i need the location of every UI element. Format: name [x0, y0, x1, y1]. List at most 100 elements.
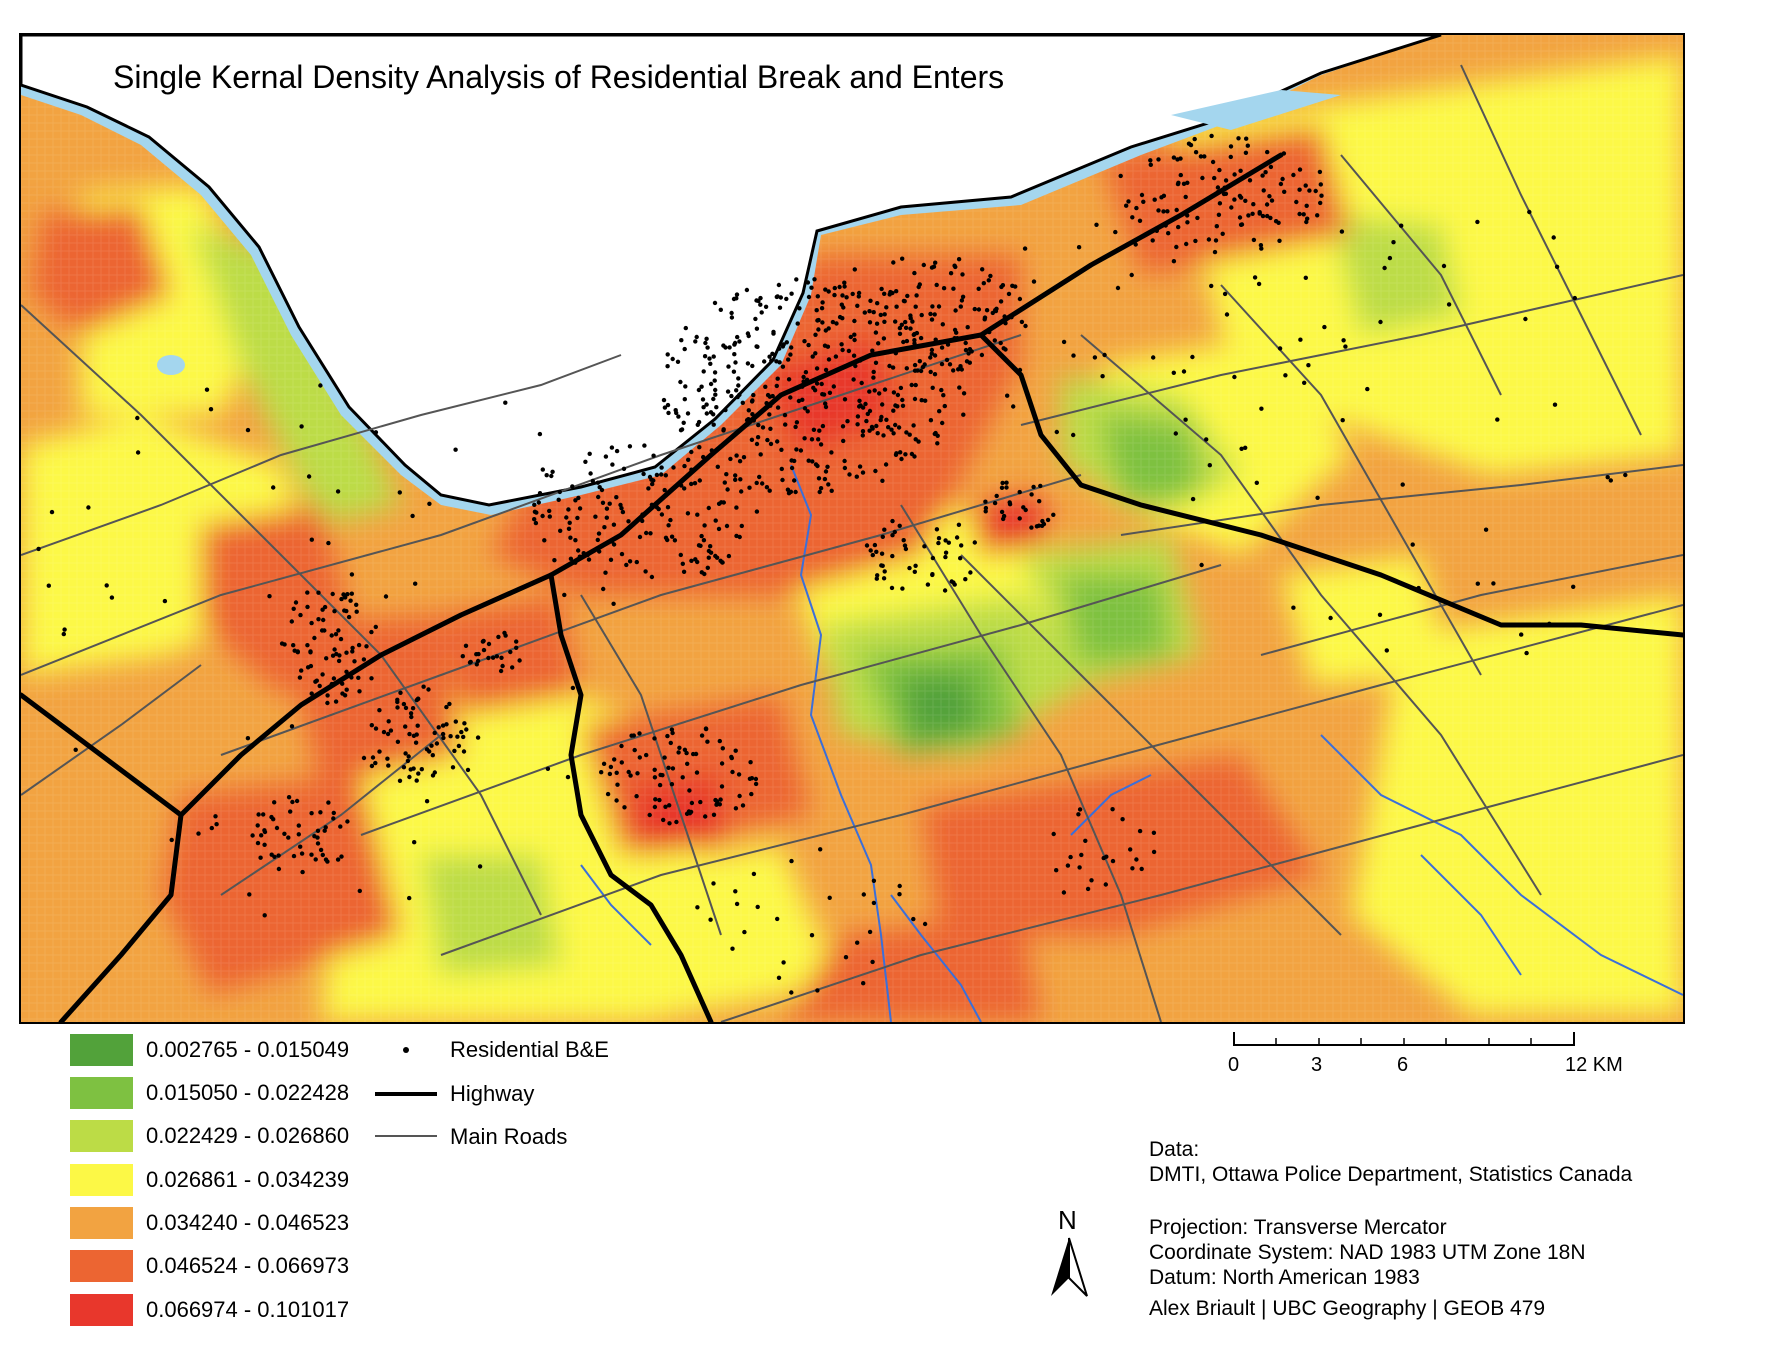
be-point	[860, 429, 866, 434]
be-point	[566, 526, 572, 531]
be-point	[707, 356, 712, 361]
be-point	[695, 905, 700, 910]
be-point	[329, 633, 334, 638]
be-point	[486, 641, 492, 647]
be-point	[800, 384, 805, 389]
be-point	[783, 422, 788, 427]
be-point	[908, 313, 913, 318]
be-point	[784, 296, 789, 302]
be-point	[634, 559, 639, 565]
be-point	[1243, 150, 1249, 155]
be-point	[912, 569, 917, 574]
be-point	[286, 835, 291, 840]
be-point	[870, 552, 875, 558]
be-point	[1061, 339, 1067, 345]
be-point	[276, 853, 281, 858]
be-point	[680, 561, 685, 566]
be-point	[1291, 605, 1296, 610]
be-point	[1110, 807, 1115, 812]
be-point	[670, 766, 676, 771]
be-point	[414, 778, 419, 783]
be-point	[763, 384, 768, 389]
be-point	[608, 764, 614, 770]
be-point	[309, 691, 314, 696]
be-point	[585, 552, 590, 558]
be-point	[679, 338, 684, 343]
be-point	[325, 700, 330, 706]
be-point	[665, 402, 671, 408]
be-point	[781, 960, 786, 965]
be-point	[410, 706, 416, 711]
be-point	[334, 651, 339, 657]
be-point	[344, 687, 349, 692]
be-point	[860, 433, 865, 438]
be-point	[711, 422, 716, 427]
be-point	[913, 563, 918, 568]
be-point	[1198, 154, 1204, 159]
be-point	[309, 811, 314, 816]
be-point	[905, 293, 910, 299]
be-point	[857, 464, 863, 469]
be-point	[1134, 205, 1139, 211]
be-point	[708, 917, 713, 922]
be-point	[1251, 237, 1257, 243]
be-point	[1258, 243, 1264, 248]
ottawa-river	[21, 35, 1683, 515]
be-point	[789, 858, 794, 864]
be-point	[814, 308, 819, 313]
be-point	[826, 289, 831, 294]
be-point	[884, 305, 889, 310]
be-point	[73, 747, 78, 752]
be-point	[426, 687, 431, 692]
be-point	[214, 822, 219, 827]
be-point	[715, 464, 720, 469]
be-point	[904, 366, 909, 371]
be-point	[288, 809, 293, 814]
be-point	[789, 291, 794, 296]
be-point	[667, 803, 672, 808]
be-point	[858, 403, 863, 408]
be-point	[775, 439, 780, 444]
be-point	[300, 869, 305, 875]
be-point	[1210, 159, 1216, 165]
be-point	[736, 772, 742, 777]
be-point	[412, 840, 417, 845]
density-map[interactable]	[21, 35, 1683, 1022]
be-point	[1151, 830, 1157, 835]
be-point	[665, 364, 670, 369]
be-point	[1192, 136, 1197, 142]
be-point	[1228, 154, 1234, 160]
be-point	[475, 735, 481, 740]
be-point	[875, 301, 880, 306]
be-point	[321, 617, 326, 623]
be-point	[255, 823, 260, 828]
be-point	[901, 538, 906, 543]
be-point	[670, 356, 675, 362]
be-point	[401, 701, 407, 707]
be-point	[508, 649, 513, 655]
be-point	[377, 708, 382, 713]
be-point	[1222, 291, 1228, 297]
be-point	[659, 472, 664, 477]
be-point	[312, 635, 317, 641]
map-frame[interactable]: Single Kernal Density Analysis of Reside…	[19, 33, 1685, 1024]
be-point	[718, 307, 723, 312]
be-point	[614, 495, 619, 500]
be-point	[1178, 172, 1184, 178]
be-point	[1232, 374, 1237, 380]
be-point	[800, 397, 805, 402]
be-point	[737, 459, 743, 464]
be-point	[699, 733, 705, 738]
be-point	[1038, 483, 1043, 489]
be-point	[536, 500, 541, 505]
be-point	[453, 719, 458, 724]
be-point	[1260, 173, 1265, 178]
be-point	[953, 308, 958, 313]
be-point	[852, 318, 857, 324]
be-point	[1261, 188, 1266, 193]
be-point	[308, 650, 313, 655]
be-point	[604, 506, 610, 511]
be-point	[1551, 235, 1556, 240]
be-point	[725, 389, 731, 394]
be-point	[919, 312, 924, 318]
